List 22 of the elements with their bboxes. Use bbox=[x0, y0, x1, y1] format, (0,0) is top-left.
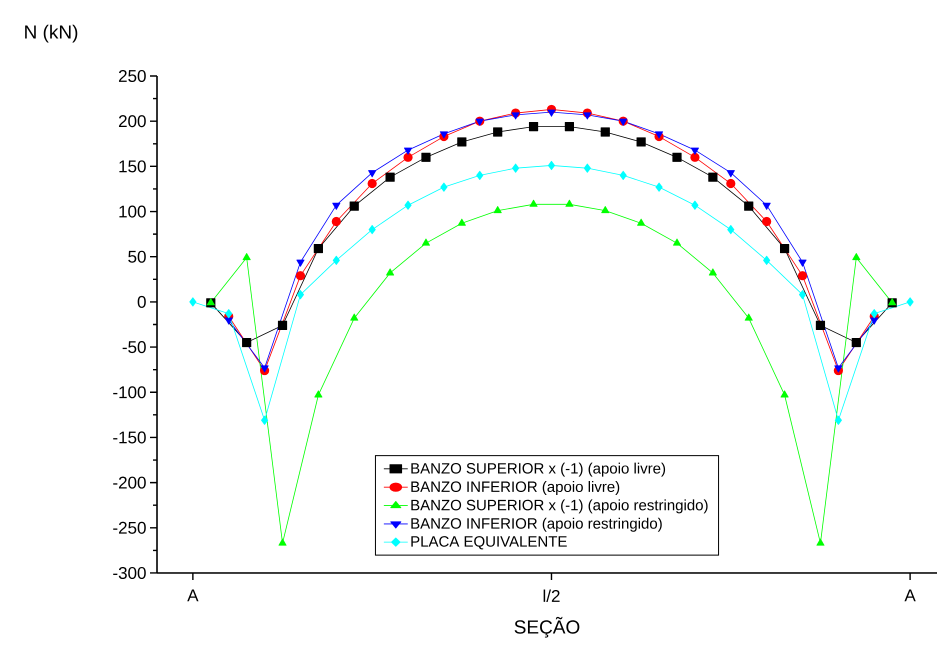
y-tick-label: -50 bbox=[122, 341, 146, 354]
legend-label: PLACA EQUIVALENTE bbox=[411, 536, 567, 550]
y-tick-label: 100 bbox=[119, 206, 146, 218]
y-tick-label: -200 bbox=[113, 476, 146, 489]
y-tick-label: -250 bbox=[113, 522, 146, 534]
x-tick-label: A bbox=[904, 590, 916, 602]
legend-label: BANZO INFERIOR (apoio restringido) bbox=[411, 518, 662, 532]
legend-label: BANZO SUPERIOR x (-1) (apoio restringido) bbox=[411, 499, 708, 514]
y-tick-label: -300 bbox=[113, 566, 146, 580]
y-tick-label: 200 bbox=[118, 115, 146, 128]
y-tick-label: 250 bbox=[118, 70, 146, 82]
x-tick-label: A bbox=[187, 590, 199, 602]
y-tick-label: -150 bbox=[113, 431, 146, 444]
legend-label: BANZO SUPERIOR x (-1) (apoio livre) bbox=[411, 462, 666, 477]
y-tick-label: 150 bbox=[119, 160, 146, 172]
y-tick-label: 50 bbox=[128, 250, 146, 263]
x-tick-label: l/2 bbox=[544, 590, 560, 602]
x-axis-title: SEÇÃO bbox=[514, 616, 580, 638]
y-axis-title: N (kN) bbox=[25, 24, 78, 42]
y-tick-label: -100 bbox=[113, 386, 146, 398]
legend-label: BANZO INFERIOR (apoio livre) bbox=[411, 481, 620, 495]
y-tick-label: 0 bbox=[138, 296, 146, 308]
